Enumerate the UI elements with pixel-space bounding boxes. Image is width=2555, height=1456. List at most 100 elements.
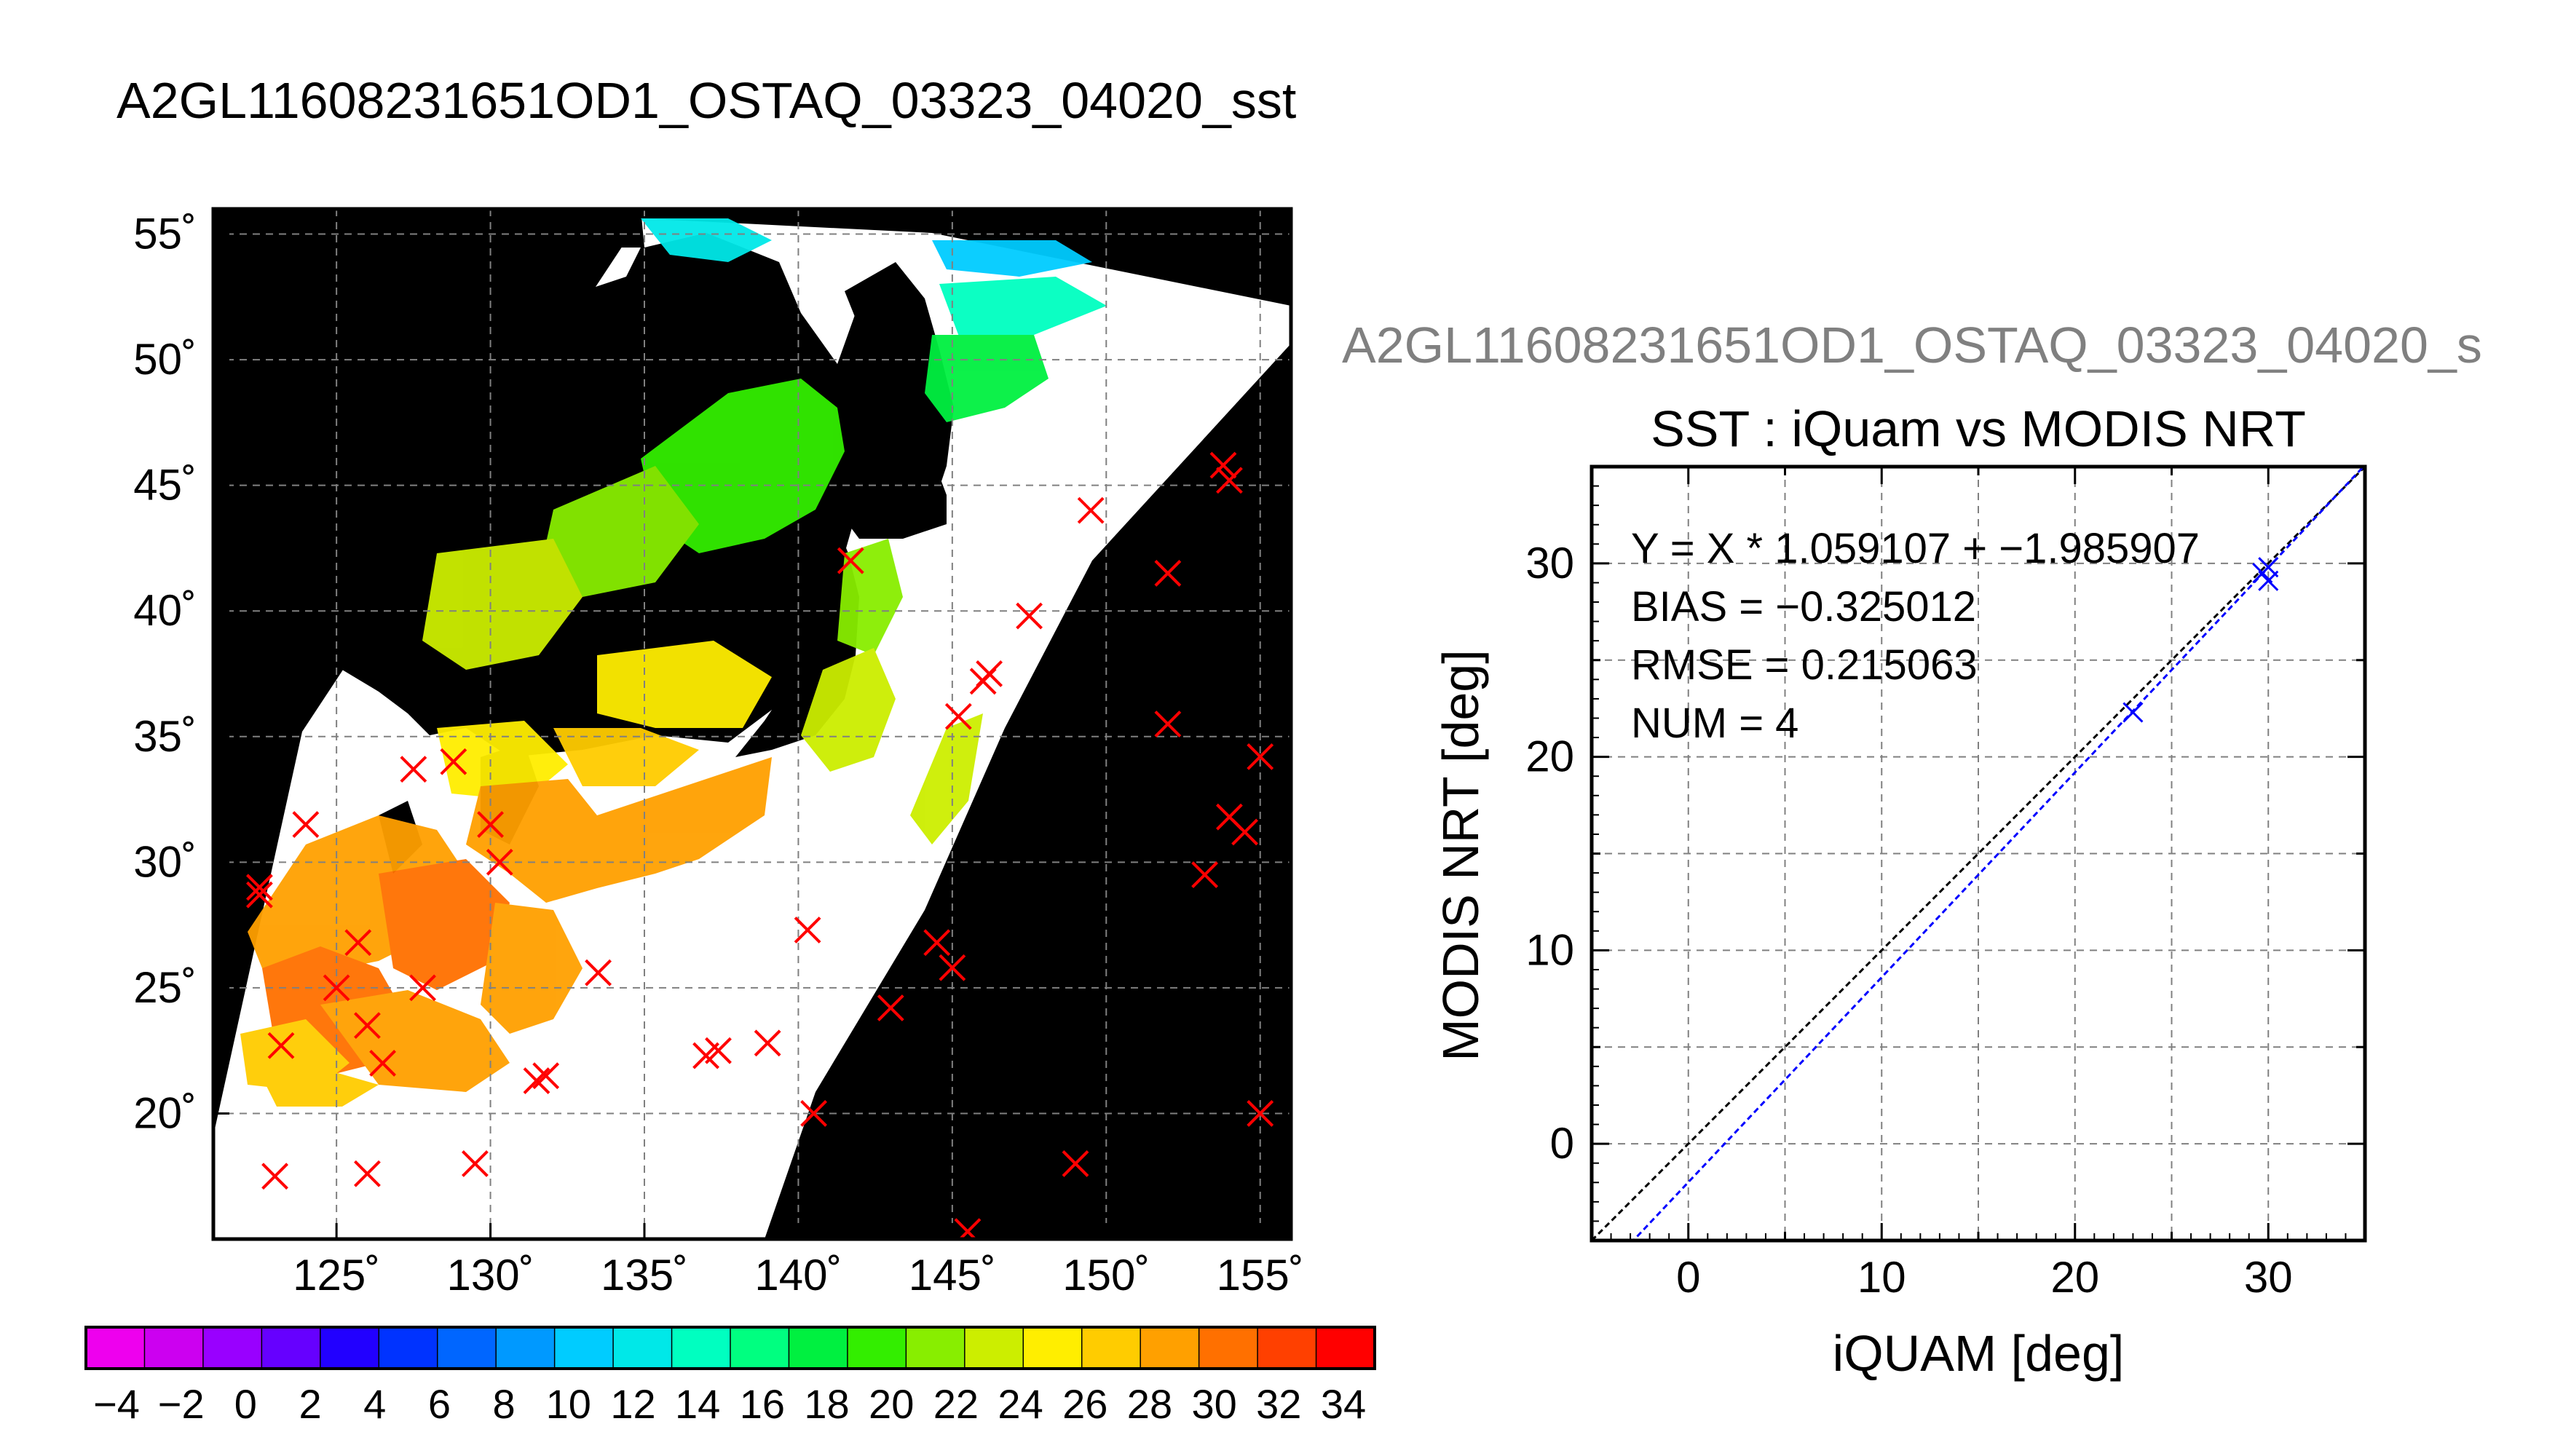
matchup-marker <box>532 1062 560 1090</box>
matchup-marker <box>462 1150 489 1177</box>
lon-tick-label: 155˚ <box>1217 1251 1304 1299</box>
scatter-point <box>2122 702 2144 723</box>
matchup-marker <box>354 1160 381 1187</box>
scatter-x-tick-label: 10 <box>1857 1253 1906 1302</box>
fit-stat-line: Y = X * 1.059107 + −1.985907 <box>1631 525 2200 572</box>
colorbar-cell <box>847 1327 907 1369</box>
fit-stat-line: RMSE = 0.215063 <box>1631 641 1978 689</box>
colorbar-cell <box>1140 1327 1200 1369</box>
colorbar-label: 10 <box>546 1381 591 1427</box>
matchup-marker <box>486 848 513 876</box>
matchup-marker <box>246 881 273 909</box>
colorbar-label: 0 <box>234 1381 257 1427</box>
matchup-marker <box>923 929 951 957</box>
colorbar-label: −4 <box>93 1381 140 1427</box>
scatter-plot: SST : iQuam vs MODIS NRT 0 10 20 30 0 10 20 30… <box>1432 400 2367 1382</box>
lon-tick-label: 150˚ <box>1062 1251 1150 1299</box>
scatter-y-tick-label: 20 <box>1525 732 1574 781</box>
matchup-marker <box>939 954 966 981</box>
colorbar: −4 −2 0 2 4 6 8 10 12 14 16 18 20 22 24 26 28 30 32 34 <box>84 1326 1376 1427</box>
lat-tick-label: 45˚ <box>133 461 197 510</box>
scatter-x-label: iQUAM [deg] <box>1833 1325 2125 1382</box>
fit-statistics: Y = X * 1.059107 + −1.985907 BIAS = −0.32… <box>1631 525 2200 747</box>
matchup-marker <box>794 917 821 943</box>
matchup-marker <box>1247 1100 1274 1127</box>
matchup-marker <box>440 748 467 775</box>
colorbar-label: 12 <box>610 1381 655 1427</box>
colorbar-label: 30 <box>1191 1381 1236 1427</box>
lat-tick-label: 25˚ <box>133 963 197 1012</box>
colorbar-label: 4 <box>363 1381 386 1427</box>
colorbar-frame <box>84 1326 1376 1370</box>
colorbar-label: 22 <box>933 1381 979 1427</box>
sst-map: 125˚ 130˚ 135˚ 140˚ 145˚ 150˚ 155˚ 55˚ 50˚ 45˚ 40… <box>133 207 1304 1299</box>
scatter-y-label: MODIS NRT [deg] <box>1432 649 1489 1061</box>
lon-tick-label: 130˚ <box>447 1251 534 1299</box>
lat-tick-label: 40˚ <box>133 586 197 635</box>
colorbar-cell <box>789 1327 848 1369</box>
fit-stat-line: NUM = 4 <box>1631 700 1798 747</box>
matchup-marker <box>877 994 904 1021</box>
matchup-marker <box>354 1012 381 1040</box>
matchup-marker <box>1209 451 1237 479</box>
matchup-marker <box>754 1029 781 1057</box>
scatter-x-tick-label: 20 <box>2050 1253 2099 1302</box>
scatter-y-tick-label: 30 <box>1525 539 1574 587</box>
colorbar-cell <box>906 1327 965 1369</box>
lat-tick-label: 55˚ <box>133 210 197 258</box>
matchup-marker <box>1216 467 1243 494</box>
matchup-marker <box>954 1218 982 1239</box>
lon-tick-label: 140˚ <box>754 1251 842 1299</box>
matchup-marker <box>585 959 612 986</box>
scatter-y-tick-labels: 0 10 20 30 <box>1525 539 1574 1168</box>
colorbar-cell <box>730 1327 789 1369</box>
colorbar-label: 26 <box>1062 1381 1107 1427</box>
main-title: A2GL11608231651OD1_OSTAQ_03323_04020_sst <box>117 72 1296 129</box>
matchup-marker <box>344 929 372 957</box>
scatter-title: SST : iQuam vs MODIS NRT <box>1651 400 2306 457</box>
matchup-marker <box>1077 496 1105 524</box>
lat-tick-label: 50˚ <box>133 335 197 384</box>
colorbar-cell <box>1257 1327 1317 1369</box>
matchup-marker <box>1016 602 1043 630</box>
sst-field <box>240 218 1107 1107</box>
matchup-marker <box>292 811 320 838</box>
colorbar-label: 34 <box>1321 1381 1366 1427</box>
lat-tick-label: 20˚ <box>133 1088 197 1137</box>
identity-line <box>1592 467 2365 1241</box>
lon-tick-label: 135˚ <box>601 1251 688 1299</box>
scatter-supertitle: A2GL11608231651OD1_OSTAQ_03323_04020_s <box>1342 317 2482 373</box>
matchup-marker <box>323 974 350 1002</box>
colorbar-cell <box>144 1327 204 1369</box>
colorbar-label: 20 <box>869 1381 914 1427</box>
matchup-marker <box>477 811 504 838</box>
matchup-marker <box>1154 560 1182 587</box>
fit-line <box>1632 467 2365 1241</box>
lon-tick-label: 145˚ <box>909 1251 996 1299</box>
colorbar-cell <box>320 1327 379 1369</box>
colorbar-cells <box>86 1327 1375 1369</box>
colorbar-cell <box>202 1327 262 1369</box>
matchup-marker <box>1154 711 1182 737</box>
colorbar-label: 16 <box>740 1381 785 1427</box>
colorbar-cell <box>613 1327 673 1369</box>
scatter-y-tick-label: 0 <box>1550 1119 1574 1168</box>
matchup-marker <box>705 1037 732 1064</box>
scatter-y-tick-label: 10 <box>1525 925 1574 974</box>
matchup-marker <box>1062 1150 1089 1177</box>
lon-axis-labels: 125˚ 130˚ 135˚ 140˚ 145˚ 150˚ 155˚ <box>293 1251 1304 1299</box>
matchup-marker <box>1231 818 1258 846</box>
scatter-ticks <box>1590 465 2366 1242</box>
colorbar-cell <box>1023 1327 1083 1369</box>
matchup-marker <box>1247 743 1274 770</box>
colorbar-cell <box>261 1327 321 1369</box>
map-frame <box>211 207 1293 1241</box>
colorbar-label: 6 <box>428 1381 451 1427</box>
matchup-marker <box>267 1032 295 1059</box>
matchup-marker <box>261 1163 288 1190</box>
scatter-x-tick-label: 0 <box>1676 1253 1700 1302</box>
lat-tick-label: 30˚ <box>133 837 197 886</box>
colorbar-label: 2 <box>299 1381 321 1427</box>
lat-axis-labels: 55˚ 50˚ 45˚ 40˚ 35˚ 30˚ 25˚ 20˚ <box>133 210 197 1138</box>
scatter-points <box>2122 557 2279 723</box>
